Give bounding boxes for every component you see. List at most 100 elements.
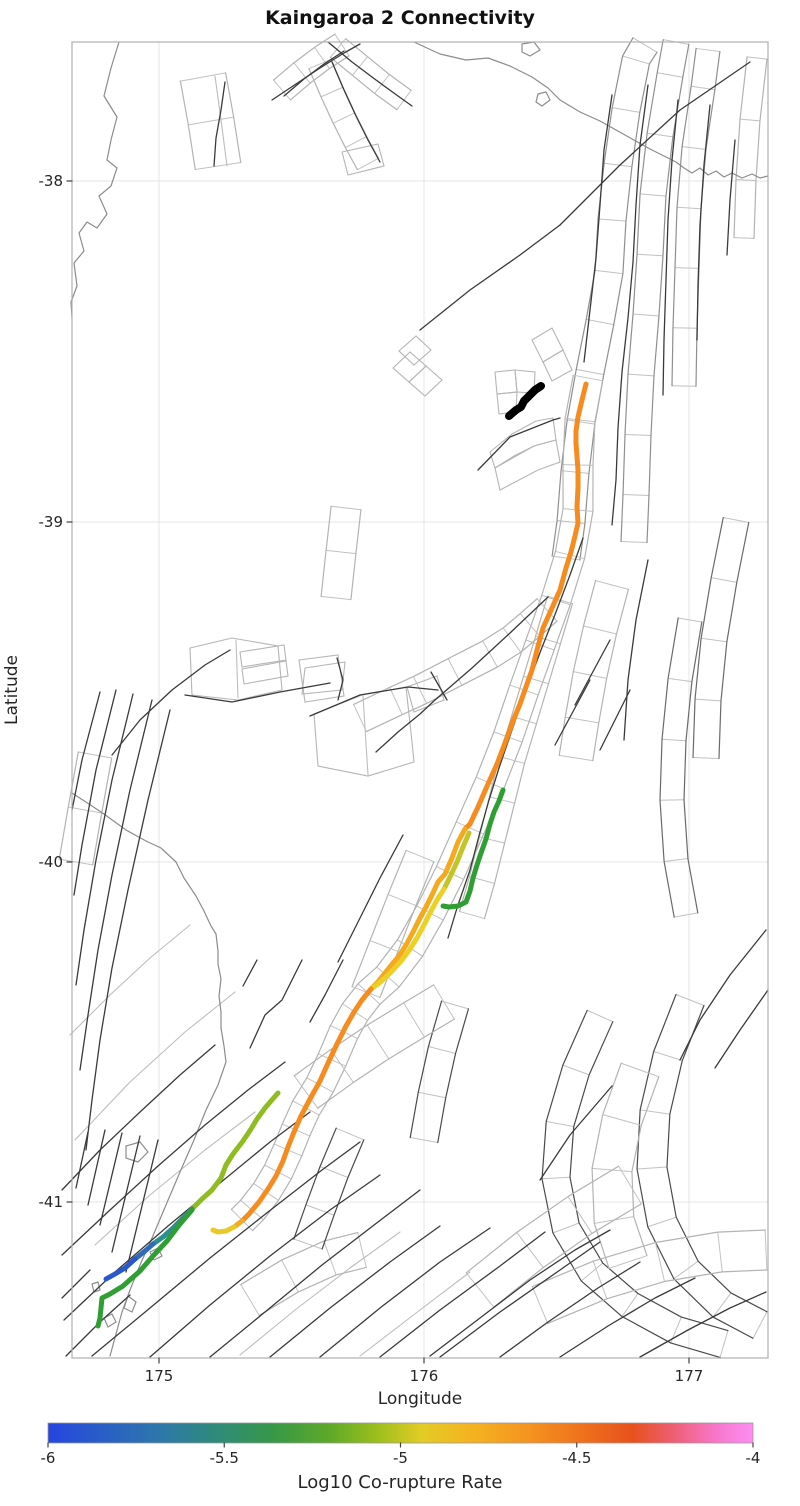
y-tick-label: -40 (39, 853, 64, 871)
fault-section-rung (675, 994, 705, 1006)
fault-section-rung (663, 858, 689, 862)
fault-section-rung (293, 62, 311, 84)
fault-trace-dark (574, 639, 611, 706)
fault-section-rung (592, 1260, 608, 1300)
fault-section-rung (621, 1292, 639, 1318)
fault-section-rail (240, 1231, 359, 1286)
fault-section-rung (519, 613, 541, 637)
fault-section-rung (608, 1255, 648, 1269)
fault-section-rail (225, 72, 242, 164)
fault-section-rung (639, 1109, 671, 1115)
axes-frame-layer (71, 41, 769, 1359)
fault-section-rung (646, 132, 674, 138)
coastline (125, 1141, 149, 1163)
fault-section-rung (465, 1272, 495, 1308)
fault-section-rail (350, 509, 362, 601)
fault-section-rung (752, 1311, 768, 1339)
fault-trace-dark (559, 61, 751, 226)
fault-section-rung (351, 56, 369, 76)
colorbar-tick-label: -5 (393, 1449, 408, 1467)
fault-section-rung (735, 178, 757, 182)
fault-patch (341, 143, 385, 176)
fault-section-rung (273, 79, 291, 101)
fault-section-rung (412, 676, 428, 704)
fault-section-rung (387, 893, 417, 907)
fault-line-light (69, 924, 191, 1036)
plot-border (71, 41, 769, 1359)
fault-section-rail (230, 374, 574, 1210)
fault-line-light (74, 991, 236, 1141)
fault-trace-dark (269, 1225, 441, 1358)
colorbar-tick-label: -6 (41, 1449, 56, 1467)
fault-section-rung (562, 1064, 590, 1076)
fault-section-rung (586, 1009, 614, 1023)
fault-trace-dark (599, 689, 631, 751)
colorbar-tick-label: -4.5 (562, 1449, 591, 1467)
fault-section-rung (636, 253, 664, 257)
y-tick-label: -39 (39, 513, 64, 531)
chart-title: Kaingaroa 2 Connectivity (265, 7, 535, 29)
fault-section-rung (356, 157, 380, 171)
fault-section-rung (545, 1120, 575, 1128)
fault-trace-dark (79, 699, 153, 1071)
corupture-olive (441, 830, 472, 892)
fault-section-rung (653, 1051, 683, 1061)
fault-section-rung (516, 1231, 544, 1269)
fault-section-rail (620, 39, 664, 543)
fault-trace-dark (61, 1269, 91, 1299)
corupture-green-upper (440, 787, 506, 910)
fault-polygons-layer (58, 33, 768, 1359)
fault-section-rung (739, 118, 761, 122)
fault-trace-dark (696, 104, 711, 341)
fault-section-rung (330, 505, 362, 511)
fault-section-rail (179, 80, 196, 171)
fault-trace-dark (477, 417, 561, 471)
fault-section-rung (603, 162, 633, 168)
fault-trace-dark (447, 537, 584, 939)
fault-trace-dark (75, 1131, 89, 1189)
fault-patch (392, 351, 427, 383)
fault-section-rung (405, 849, 435, 863)
fault-section-rail (733, 56, 748, 239)
corupture-green-lower (95, 1207, 195, 1329)
corupture-chartreuse (189, 1090, 281, 1212)
fault-section-rung (656, 72, 684, 78)
fault-section-rung (308, 58, 332, 70)
fault-section-rung (366, 1024, 390, 1060)
fault-trace-dark (99, 1132, 123, 1226)
fault-trace-dark (213, 81, 226, 167)
fault-section-rail (321, 1139, 365, 1250)
fault-section-rung (677, 617, 703, 623)
fault-section-rung (403, 1002, 425, 1038)
fault-section-rung (717, 1231, 723, 1273)
fault-trace-dark (430, 671, 448, 701)
fault-section-rung (618, 1165, 642, 1205)
fault-section-rail (258, 1266, 367, 1317)
fault-section-rail (483, 603, 574, 920)
kaingaroa-2-fault (505, 382, 545, 420)
corupture-orange-upper (462, 381, 589, 832)
fault-trace-dark (75, 693, 134, 986)
fault-section-rail (344, 38, 412, 91)
fault-section-rung (552, 1222, 580, 1234)
fault-section-rung (575, 368, 605, 376)
fault-section-rung (335, 1127, 365, 1141)
fault-section-rung (560, 470, 590, 474)
fault-section-rail (592, 588, 630, 762)
fault-section-rung (585, 318, 615, 326)
fault-section-rung (572, 671, 608, 679)
fault-section-rail (692, 516, 724, 759)
fault-section-rung (478, 836, 506, 844)
fault-trace-dark (714, 989, 769, 1069)
fault-section-rung (455, 821, 485, 835)
fault-patch (531, 327, 564, 363)
fault-section-rung (580, 1262, 604, 1282)
fault-section-rail (558, 580, 597, 756)
corupture-orange-lower (239, 986, 374, 1224)
fault-section-rung (293, 1238, 323, 1250)
fault-section-rung (602, 1114, 642, 1126)
fault-section-rung (694, 698, 722, 702)
fault-section-rung (67, 806, 103, 814)
fault-section-rung (320, 86, 344, 98)
